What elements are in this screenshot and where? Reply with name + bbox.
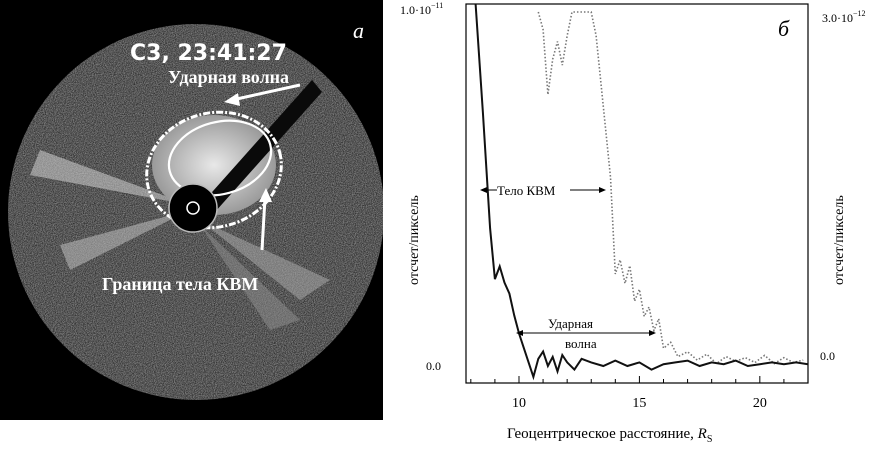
panel-a-letter: a [353, 18, 364, 43]
plot-frame [465, 3, 809, 384]
shock-label: Ударная волна [168, 67, 289, 87]
y-right-top-label: 3.0·10−12 [822, 9, 866, 25]
y-right-axis-title: отсчет/пиксель [832, 195, 847, 285]
shock-wave-contour [145, 110, 283, 230]
coronal-streamers [30, 150, 330, 330]
coronagraph-image-panel: C3, 23:41:27 Ударная волна Граница тела … [0, 0, 383, 420]
annotation-shock-wave: Ударная волна [516, 316, 656, 351]
cme-boundary-contour [167, 119, 273, 197]
annotation-shock-line1: Ударная [548, 316, 593, 331]
cme-boundary-label: Граница тела КВМ [102, 274, 258, 294]
timestamp-label: C3, 23:41:27 [130, 41, 287, 66]
y-left-top-label: 1.0·10−11 [400, 1, 443, 17]
series-solid-line [474, 4, 808, 381]
series-dotted-line [537, 11, 804, 365]
y-right-zero-label: 0.0 [820, 349, 835, 363]
y-left-axis-title: отсчет/пиксель [407, 195, 422, 285]
x-tick-label: 15 [632, 396, 646, 411]
annotation-shock-line2: волна [565, 336, 597, 351]
boundary-arrow [260, 197, 267, 251]
x-axis-title: Геоцентрическое расстояние, RS [507, 426, 712, 445]
sun-position-marker [186, 201, 200, 215]
annotation-cme-body: Тело КВМ [480, 183, 606, 198]
annotation-cme-body-text: Тело КВМ [497, 183, 556, 198]
x-tick-label: 20 [753, 396, 767, 411]
occulter-disk [168, 183, 218, 233]
panel-b-letter: б [778, 16, 790, 41]
x-tick-label: 10 [512, 396, 526, 411]
occulter-pylon [205, 80, 322, 212]
coronagraph-svg: C3, 23:41:27 Ударная волна Граница тела … [0, 0, 383, 420]
y-left-zero-label: 0.0 [426, 359, 441, 373]
shock-arrow [231, 83, 301, 102]
x-axis-ticks: 10 15 20 [470, 376, 809, 411]
